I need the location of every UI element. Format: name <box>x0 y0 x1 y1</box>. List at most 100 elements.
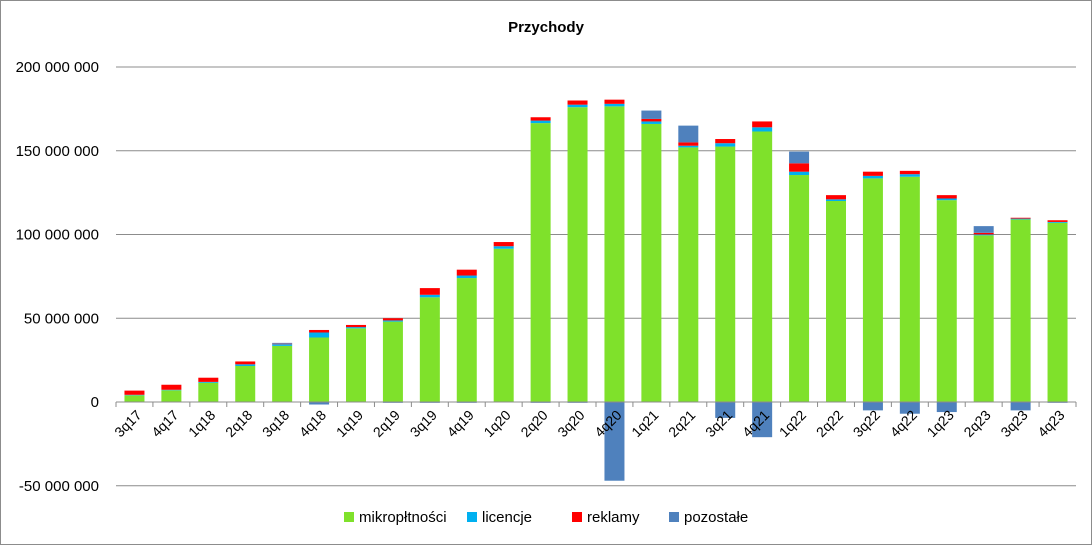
bar-segment <box>161 389 182 391</box>
y-tick-label: 200 000 000 <box>16 59 99 76</box>
y-tick-label: -50 000 000 <box>19 478 99 495</box>
x-tick-label: 3q19 <box>407 407 440 440</box>
bar-segment <box>899 170 920 175</box>
bar-segment <box>1010 218 1031 220</box>
bar-segment <box>124 390 145 395</box>
x-tick-label: 2q18 <box>222 407 255 440</box>
bars <box>124 99 1068 481</box>
bar-segment <box>604 103 625 107</box>
bar-segment <box>862 171 883 176</box>
bar-segment <box>382 320 403 322</box>
bar-segment <box>715 402 736 418</box>
legend-label: reklamy <box>587 509 640 526</box>
bar-segment <box>641 110 662 119</box>
x-axis-tick-labels: 3q17 4q17 1q18 2q18 3q18 4q18 1q19 2q19 3q19 4q19… <box>111 407 1068 440</box>
legend-label: pozostałe <box>684 509 748 526</box>
bar-segment <box>826 199 846 201</box>
legend-swatch <box>669 512 679 522</box>
bar-segment <box>604 99 625 104</box>
bar-segment <box>456 275 477 279</box>
x-tick-label: 4q18 <box>296 407 329 440</box>
bar-segment <box>309 329 330 333</box>
bar-segment <box>161 384 182 390</box>
x-tick-label: 2q19 <box>370 407 403 440</box>
bar-segment <box>862 175 883 179</box>
bar-segment <box>899 402 920 414</box>
bar-segment <box>604 106 625 403</box>
bar-segment <box>862 178 883 402</box>
bar-segment <box>419 288 440 295</box>
y-tick-label: 150 000 000 <box>16 143 99 160</box>
bar-segment <box>456 269 477 276</box>
bar-segment <box>1010 402 1031 411</box>
x-tick-label: 1q22 <box>776 407 809 440</box>
bar-segment <box>567 100 588 105</box>
bar-segment <box>936 402 957 413</box>
chart-title: Przychody <box>508 19 585 36</box>
bar-segment <box>641 123 662 402</box>
legend-label: mikropłtności <box>359 509 447 526</box>
bar-segment <box>1047 220 1068 222</box>
bar-segment <box>198 382 219 402</box>
bar-segment <box>678 145 699 148</box>
x-tick-label: 3q18 <box>259 407 292 440</box>
bar-segment <box>789 175 810 402</box>
bar-segment <box>1010 219 1031 402</box>
bar-segment <box>272 344 293 346</box>
bar-segment <box>752 402 773 438</box>
bar-segment <box>493 248 514 402</box>
legend-label: licencje <box>482 509 532 526</box>
legend-swatch <box>572 512 582 522</box>
bar-segment <box>198 381 219 383</box>
bar-segment <box>419 297 440 402</box>
y-tick-label: 100 000 000 <box>16 227 99 244</box>
bar-segment <box>715 146 736 402</box>
bar-segment <box>789 171 810 176</box>
x-tick-label: 2q20 <box>517 407 550 440</box>
x-tick-label: 2q21 <box>665 407 698 440</box>
bar-segment <box>973 226 994 233</box>
bar-segment <box>899 174 920 177</box>
bar-segment <box>419 294 440 298</box>
bar-segment <box>862 402 883 411</box>
bar-segment <box>641 118 662 122</box>
bar-segment <box>272 342 293 344</box>
bar-segment <box>309 337 330 402</box>
x-tick-label: 3q23 <box>997 407 1030 440</box>
bar-segment <box>456 278 477 402</box>
bar-segment <box>124 394 145 396</box>
x-tick-label: 1q21 <box>628 407 661 440</box>
bar-segment <box>936 198 957 201</box>
bar-segment <box>309 332 330 338</box>
bar-segment <box>346 328 366 402</box>
bar-segment <box>530 120 551 124</box>
x-tick-label: 1q18 <box>185 407 218 440</box>
bar-segment <box>198 377 219 382</box>
bar-segment <box>678 147 699 402</box>
x-tick-label: 1q20 <box>480 407 513 440</box>
bar-segment <box>1047 221 1068 223</box>
bar-segment <box>641 121 662 124</box>
x-tick-label: 3q17 <box>111 407 144 440</box>
x-tick-label: 4q17 <box>148 407 181 440</box>
bar-segment <box>309 402 330 405</box>
bar-segment <box>272 343 293 345</box>
bar-segment <box>493 242 514 247</box>
bar-segment <box>789 151 810 164</box>
legend-swatch <box>467 512 477 522</box>
bar-segment <box>235 361 256 365</box>
bar-segment <box>899 176 920 402</box>
bar-segment <box>567 104 588 108</box>
bar-segment <box>382 321 403 402</box>
bar-segment <box>382 318 403 321</box>
bar-segment <box>530 117 551 121</box>
bar-segment <box>715 139 736 144</box>
bar-segment <box>678 142 699 146</box>
bar-segment <box>752 131 773 403</box>
x-tick-label: 1q19 <box>333 407 366 440</box>
legend: mikropłtności licencje reklamy pozostałe <box>344 509 748 526</box>
x-tick-label: 3q22 <box>850 407 883 440</box>
bar-segment <box>272 345 293 402</box>
